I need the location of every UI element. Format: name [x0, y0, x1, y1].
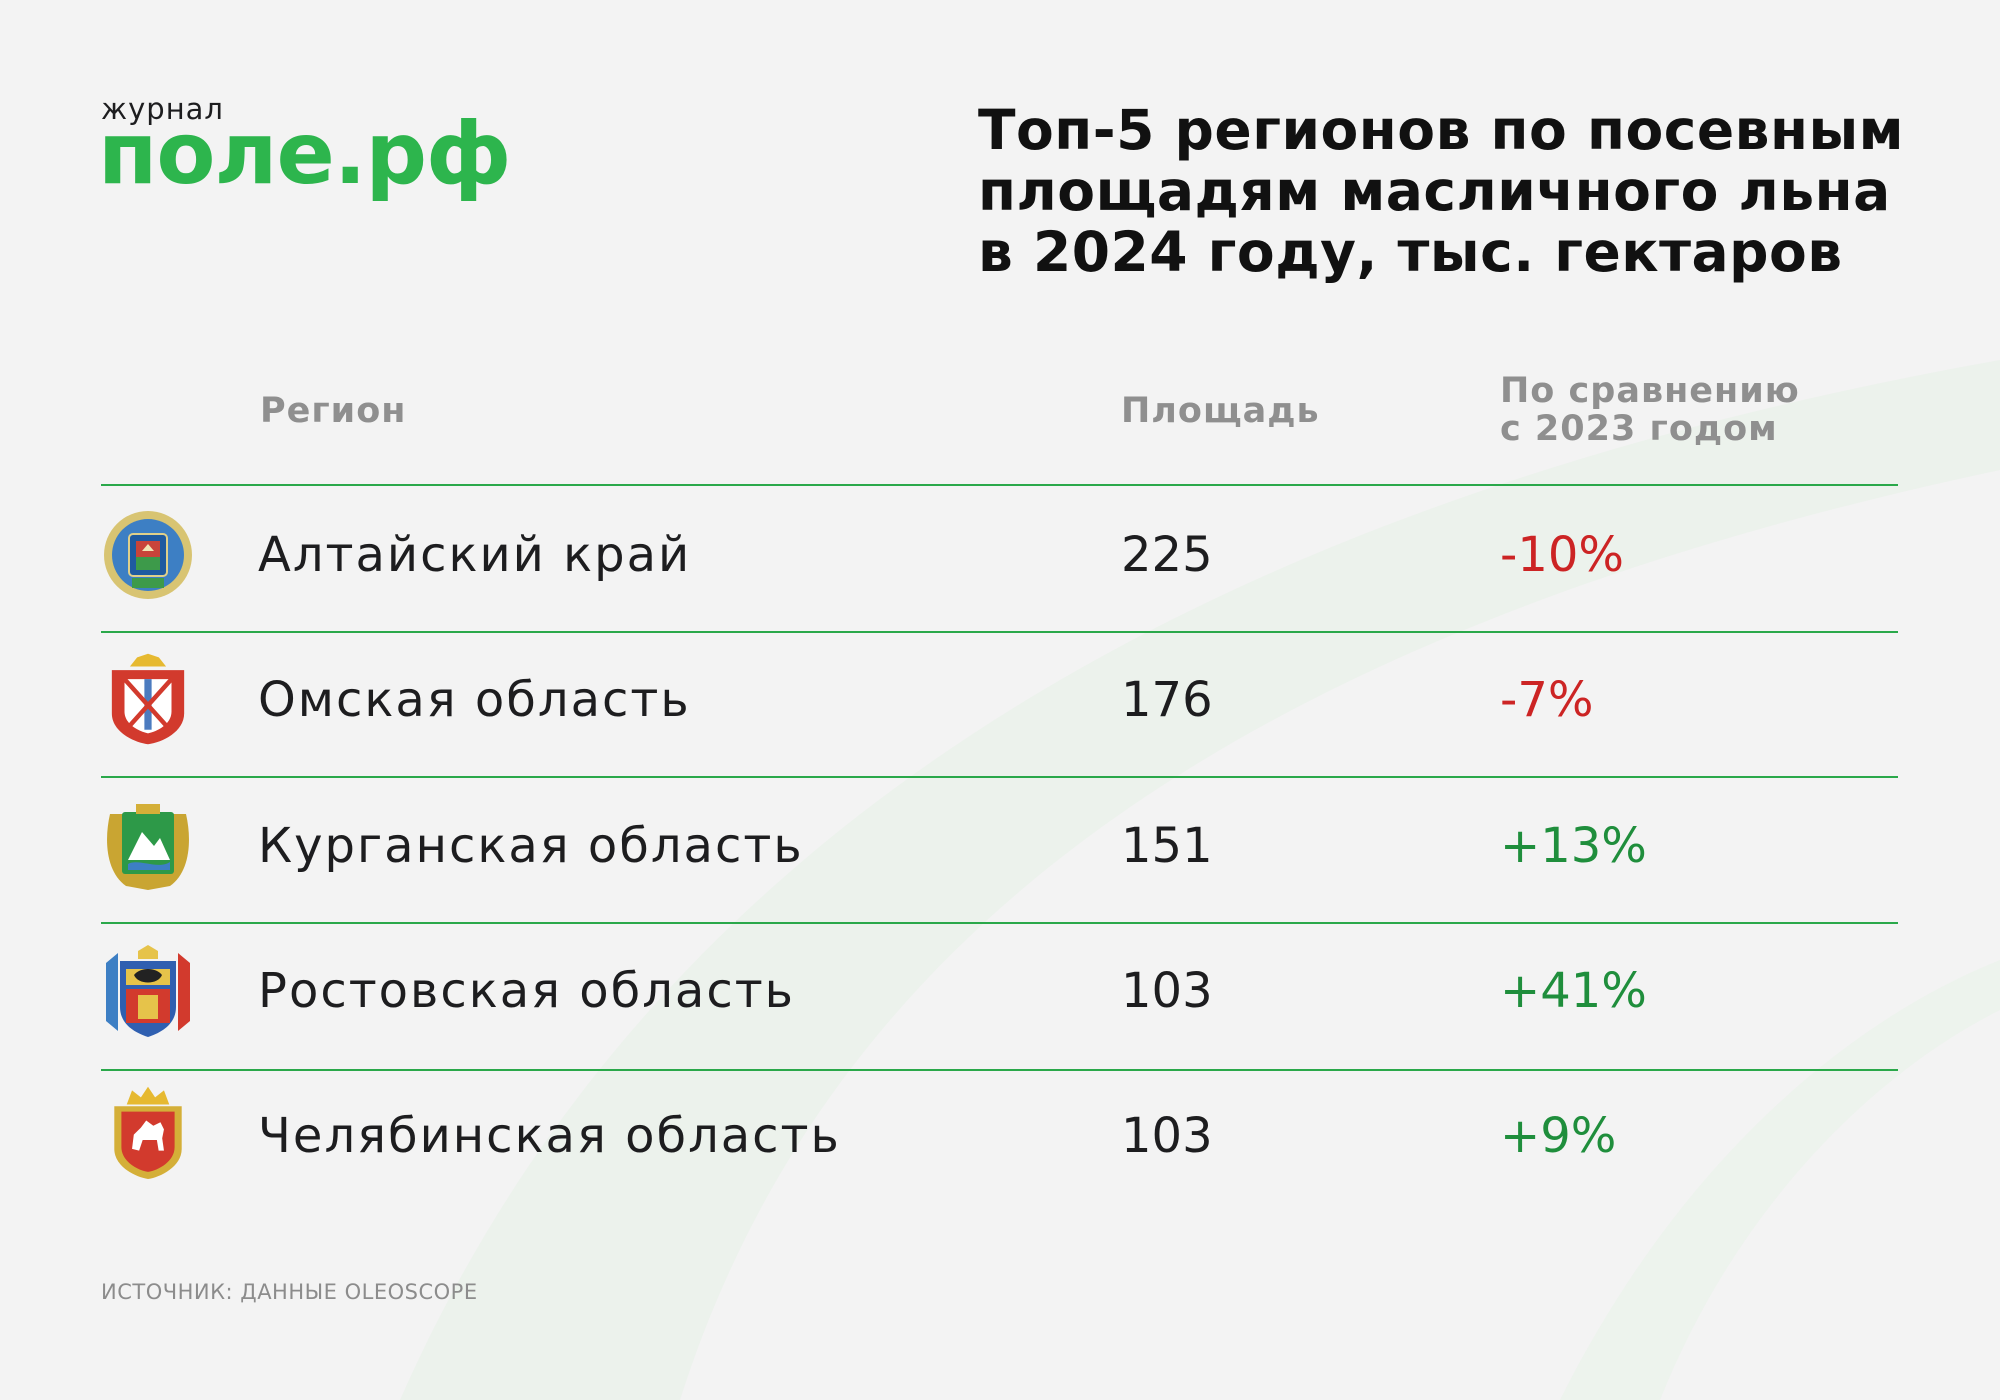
header-comparison-line-1: По сравнению: [1500, 371, 1800, 411]
kurgan-oblast-coat-of-arms-icon: [107, 804, 189, 890]
table-divider: [101, 484, 1898, 486]
row-area-value: 225: [1121, 527, 1213, 583]
row-area-value: 176: [1121, 672, 1213, 728]
row-change-value: -10%: [1500, 527, 1625, 583]
header-area: Площадь: [1121, 391, 1320, 431]
source-note: ИСТОЧНИК: ДАННЫЕ OLEOSCOPE: [101, 1280, 478, 1304]
row-change-value: +9%: [1500, 1108, 1617, 1164]
omsk-oblast-coat-of-arms-icon: [111, 653, 185, 745]
row-region-name: Курганская область: [258, 818, 804, 874]
header-comparison: По сравнению с 2023 годом: [1500, 372, 1900, 448]
row-change-value: -7%: [1500, 672, 1594, 728]
row-change-value: +13%: [1500, 818, 1647, 874]
table-divider: [101, 631, 1898, 633]
altai-krai-coat-of-arms-icon: [104, 511, 192, 599]
title-line-2: площадям масличного льна: [978, 159, 1891, 223]
logo-main-text: поле.рф: [98, 104, 511, 204]
title-line-1: Топ-5 регионов по посевным: [978, 98, 1905, 162]
row-region-name: Ростовская область: [258, 963, 795, 1019]
table-divider: [101, 776, 1898, 778]
row-area-value: 103: [1121, 963, 1213, 1019]
title-line-3: в 2024 году, тыс. гектаров: [978, 220, 1843, 284]
row-region-name: Алтайский край: [258, 527, 692, 583]
header-comparison-line-2: с 2023 годом: [1500, 409, 1778, 449]
table-divider: [101, 1069, 1898, 1071]
rostov-oblast-coat-of-arms-icon: [106, 945, 190, 1037]
row-area-value: 151: [1121, 818, 1213, 874]
header-region: Регион: [260, 391, 407, 431]
row-area-value: 103: [1121, 1108, 1213, 1164]
row-region-name: Челябинская область: [258, 1108, 841, 1164]
logo-small-text: журнал: [101, 92, 224, 126]
table-divider: [101, 922, 1898, 924]
row-change-value: +41%: [1500, 963, 1647, 1019]
row-region-name: Омская область: [258, 672, 691, 728]
chelyabinsk-oblast-coat-of-arms-icon: [114, 1086, 182, 1179]
page-title: Топ-5 регионов по посевным площадям масл…: [978, 100, 1958, 283]
